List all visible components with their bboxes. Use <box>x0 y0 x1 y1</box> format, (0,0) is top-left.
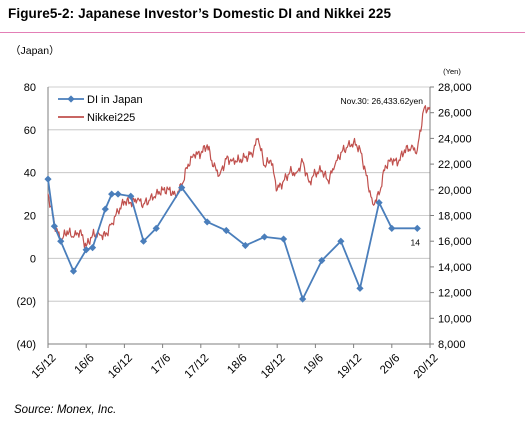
x-tick-label: 19/12 <box>335 352 364 381</box>
di-data-point <box>50 222 58 230</box>
di-data-point <box>222 226 230 235</box>
di-data-point <box>44 175 52 183</box>
right-tick-label: 14,000 <box>438 262 472 274</box>
left-tick-label: (20) <box>16 296 36 308</box>
right-tick-label: 18,000 <box>438 211 472 223</box>
di-data-point <box>127 192 135 200</box>
di-data-point <box>57 237 65 245</box>
di-data-point <box>375 199 383 207</box>
di-data-point <box>101 205 109 213</box>
left-tick-label: 40 <box>24 168 36 180</box>
left-tick-label: 60 <box>24 125 36 137</box>
legend: DI in Japan Nikkei225 <box>58 94 143 124</box>
x-tick-label: 20/12 <box>412 352 441 381</box>
x-tick-label: 20/6 <box>378 352 402 376</box>
di-data-point <box>82 246 90 254</box>
right-y-ticks: 8,000 10,000 12,000 14,000 16,000 18,000 20,00… <box>430 82 472 351</box>
di-data-point <box>114 190 122 198</box>
di-data-label: 14 <box>411 237 421 247</box>
left-tick-label: 80 <box>24 82 36 94</box>
nikkei-annotation: Nov.30: 26,433.62yen <box>340 96 423 106</box>
di-data-point <box>356 284 364 292</box>
di-data-point <box>299 295 307 303</box>
annotations: 14 Nov.30: 26,433.62yen <box>340 96 423 247</box>
left-tick-label: 20 <box>24 211 36 223</box>
right-tick-label: 10,000 <box>438 313 472 325</box>
di-data-point <box>88 244 97 252</box>
right-tick-label: 16,000 <box>438 236 472 248</box>
gridlines <box>48 86 430 345</box>
right-tick-label: 12,000 <box>438 288 472 300</box>
series-nikkei225 <box>47 105 431 248</box>
x-tick-label: 19/6 <box>302 352 326 376</box>
right-tick-label: 24,000 <box>438 133 472 145</box>
di-data-point <box>413 224 421 232</box>
di-data-point <box>279 235 288 243</box>
x-tick-label: 18/12 <box>259 352 288 381</box>
right-tick-label: 22,000 <box>438 159 472 171</box>
di-data-point <box>139 237 148 245</box>
right-tick-label: 8,000 <box>438 339 466 351</box>
right-tick-label: 20,000 <box>438 185 472 197</box>
series-di-in-japan <box>44 175 421 303</box>
di-data-point <box>260 233 269 241</box>
di-data-point <box>318 256 326 265</box>
right-axis-unit: (Yen) <box>443 67 461 76</box>
right-tick-label: 26,000 <box>438 108 472 120</box>
title-divider <box>0 32 525 33</box>
legend-label-nikkei: Nikkei225 <box>87 112 135 124</box>
di-data-point <box>388 224 396 232</box>
x-tick-label: 16/12 <box>106 352 135 381</box>
di-data-point <box>108 190 116 198</box>
x-tick-label: 18/6 <box>225 352 249 376</box>
x-tick-label: 17/12 <box>183 352 212 381</box>
x-tick-label: 16/6 <box>73 352 97 376</box>
x-tick-label: 17/6 <box>149 352 173 376</box>
right-tick-label: 28,000 <box>438 82 472 94</box>
left-tick-label: (40) <box>16 339 36 351</box>
di-data-point <box>203 218 211 226</box>
di-data-point <box>69 267 78 275</box>
di-data-point <box>152 224 160 232</box>
legend-marker-di <box>67 95 75 103</box>
left-axis-unit: （Japan） <box>10 45 60 57</box>
x-tick-label: 15/12 <box>30 352 59 381</box>
di-data-point <box>178 184 186 192</box>
left-y-ticks: (40) (20) 0 20 40 60 80 <box>16 82 36 351</box>
di-line <box>47 178 418 302</box>
figure-title: Figure5-2: Japanese Investor’s Domestic … <box>8 6 392 21</box>
left-tick-label: 0 <box>30 253 36 265</box>
legend-label-di: DI in Japan <box>87 94 143 106</box>
nikkei225-line <box>47 105 431 248</box>
x-ticks: 15/12 16/6 16/12 17/6 17/12 18/6 18/12 19/6 19/1… <box>30 344 441 381</box>
di-data-point <box>337 237 345 245</box>
di-data-point <box>241 241 249 250</box>
source-note: Source: Monex, Inc. <box>14 404 117 416</box>
